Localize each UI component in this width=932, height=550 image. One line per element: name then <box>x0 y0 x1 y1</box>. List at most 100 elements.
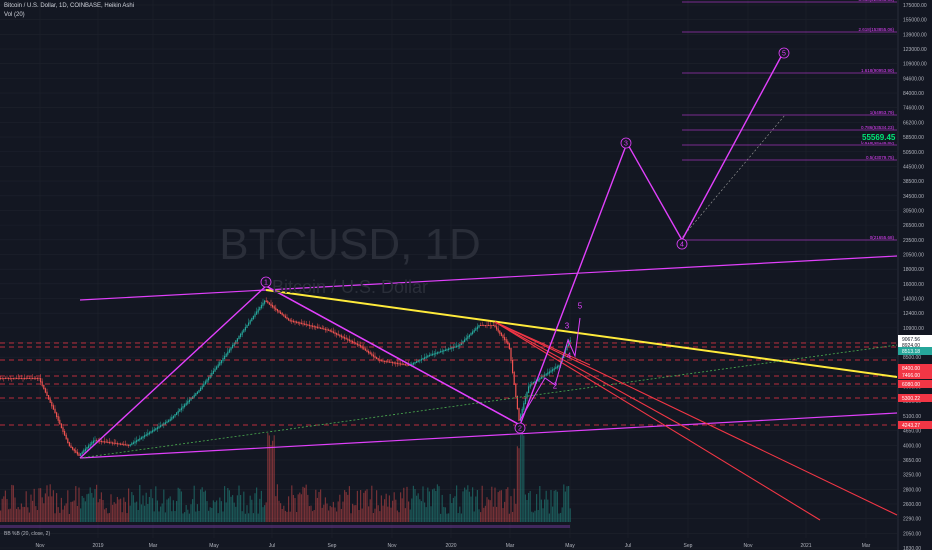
volume-bar <box>240 494 242 522</box>
volume-bar <box>238 485 240 522</box>
volume-bar <box>352 503 354 522</box>
volume-bar <box>44 493 46 522</box>
volume-bar <box>184 512 186 522</box>
price-badge <box>898 421 932 429</box>
volume-bar <box>182 513 184 522</box>
wave-label-circle <box>514 422 526 434</box>
candle-body <box>396 362 398 365</box>
candle-body <box>107 441 109 443</box>
candle-body <box>11 378 13 379</box>
volume-bar <box>241 511 243 522</box>
volume-bar <box>177 487 179 522</box>
volume-bar <box>331 507 333 522</box>
volume-bar <box>94 489 96 522</box>
volume-bar <box>104 509 106 522</box>
fib-level-label: 0.786(53534.23) <box>861 125 895 130</box>
volume-bar <box>105 507 107 522</box>
volume-bar <box>76 505 78 522</box>
volume-bar <box>334 507 336 522</box>
price-badge <box>898 341 932 349</box>
volume-bar <box>187 509 189 522</box>
candle-body <box>190 398 192 401</box>
candle-body <box>452 346 454 349</box>
candle-body <box>227 351 229 355</box>
fib-level-label: 2.618(153855.06) <box>858 27 894 32</box>
candle-body <box>276 309 278 312</box>
candle-body <box>118 443 120 445</box>
volume-bar <box>446 513 448 522</box>
candle-body <box>235 340 237 344</box>
volume-bar <box>358 509 360 522</box>
candle-body <box>44 388 46 393</box>
candle-body <box>252 315 254 320</box>
price-badge <box>898 364 932 372</box>
volume-bar <box>188 513 190 522</box>
volume-bar <box>404 508 406 522</box>
volume-bar <box>139 485 141 522</box>
volume-bar <box>8 509 10 522</box>
candle-body <box>220 360 222 364</box>
price-axis[interactable]: 175000.00 155000.00 139000.00 123000.00 1090… <box>897 0 927 550</box>
time-axis[interactable]: Nov 2019 Mar May Jul Sep Nov 2020 Mar May Jul Sep No… <box>36 543 871 549</box>
candle-body <box>62 427 64 432</box>
volume-bar <box>465 489 467 522</box>
candle-body <box>112 442 114 444</box>
y-tick-label: 66200.00 <box>903 120 924 126</box>
volume-bar <box>515 503 517 522</box>
volume-bar <box>180 491 182 522</box>
candle-body <box>72 447 74 450</box>
y-tick-label: 58500.00 <box>903 135 924 141</box>
volume-bar <box>4 490 6 522</box>
volume-bar <box>416 495 418 522</box>
candle-body <box>489 325 491 326</box>
candle-body <box>540 376 542 379</box>
volume-bar <box>345 492 347 522</box>
candle-body <box>344 337 346 339</box>
candle-body <box>560 361 562 366</box>
candle-body <box>214 368 216 372</box>
candle-body <box>395 362 397 364</box>
volume-bar <box>260 490 262 522</box>
candle-body <box>483 325 485 326</box>
y-tick-label: 74600.00 <box>903 106 924 112</box>
candle-body <box>6 378 8 379</box>
volume-bar <box>217 513 219 522</box>
candle-body <box>515 384 517 397</box>
volume-bar <box>449 493 451 522</box>
volume-bar <box>67 490 69 522</box>
y-tick-label: 50500.00 <box>903 150 924 156</box>
x-tick-label: Sep <box>684 543 693 549</box>
candle-body <box>142 436 144 439</box>
candle-body <box>120 443 122 445</box>
volume-bar <box>252 513 254 522</box>
volume-bar <box>505 489 507 522</box>
volume-bar <box>568 485 570 522</box>
candle-body <box>211 372 213 377</box>
volume-bar <box>27 507 29 522</box>
candle-body <box>30 378 32 379</box>
volume-bar <box>460 513 462 522</box>
candle-body <box>105 441 107 443</box>
candle-body <box>521 408 523 416</box>
volume-bar <box>548 513 550 522</box>
volume-bar <box>243 491 245 522</box>
candle-body <box>404 364 406 366</box>
candle-body <box>460 342 462 346</box>
volume-bar <box>356 490 358 522</box>
candle-body <box>88 445 90 448</box>
volume-bar <box>156 500 158 522</box>
volume-bar <box>339 494 341 522</box>
candle-body <box>316 326 318 329</box>
volume-bar <box>152 498 154 522</box>
candle-body <box>84 448 86 452</box>
volume-bar <box>123 497 125 522</box>
candle-body <box>134 441 136 444</box>
volume-bar <box>475 496 477 522</box>
candle-body <box>300 322 302 325</box>
candle-body <box>360 345 362 348</box>
candle-body <box>459 344 461 347</box>
candle-body <box>510 348 512 361</box>
volume-bar <box>569 508 571 522</box>
volume-bar <box>3 496 5 522</box>
